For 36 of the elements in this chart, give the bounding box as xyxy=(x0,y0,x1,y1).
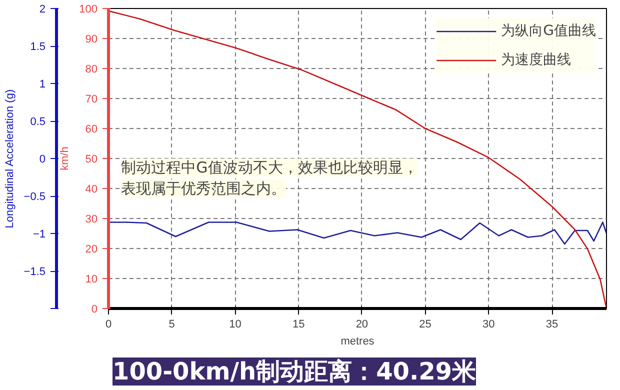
x-tick-label: 0 xyxy=(105,318,112,330)
y-tick-label: 2 xyxy=(39,4,46,16)
x-tick-label: 10 xyxy=(229,318,242,330)
y2-tick-label: 50 xyxy=(85,154,98,166)
y2-tick-label: 80 xyxy=(85,64,98,76)
legend-label: 为速度曲线 xyxy=(501,51,572,69)
x-tick-label: 30 xyxy=(482,318,495,330)
y-axis-title: Longitudinal Acceleration (g) xyxy=(4,89,16,228)
y-tick-label: 1 xyxy=(39,78,46,90)
legend-label: 为纵向G值曲线 xyxy=(501,22,596,40)
y-tick-label: 0 xyxy=(39,154,46,166)
x-axis-title: metres xyxy=(340,336,375,348)
y2-axis-title: km/h xyxy=(59,146,72,170)
y2-tick-label: 20 xyxy=(85,244,98,256)
y2-tick-label: 100 xyxy=(79,4,98,16)
y-tick-label: −0.5 xyxy=(24,191,46,203)
y2-tick-label: 70 xyxy=(85,94,98,106)
y2-tick-label: 30 xyxy=(85,214,98,226)
line-series xyxy=(108,222,606,245)
annotation: 制动过程中G值波动不大，效果也比较明显， xyxy=(121,158,418,176)
y-tick-label: 0.5 xyxy=(30,116,46,128)
text: 100-0km/h制动距离：40.29米 xyxy=(112,358,477,386)
x-tick-label: 5 xyxy=(168,318,175,330)
y2-tick-label: 40 xyxy=(85,184,98,196)
y2-tick-label: 0 xyxy=(91,304,98,316)
y-tick-label: 1.5 xyxy=(30,41,46,53)
annotation: 表现属于优秀范围之内。 xyxy=(121,180,286,198)
y2-tick-label: 10 xyxy=(85,274,98,286)
y2-tick-label: 90 xyxy=(85,34,98,46)
x-tick-label: 15 xyxy=(292,318,305,330)
y-tick-label: −1.5 xyxy=(24,266,46,278)
y2-tick-label: 60 xyxy=(85,124,98,136)
x-tick-label: 20 xyxy=(356,318,368,330)
x-tick-label: 25 xyxy=(419,318,432,330)
x-tick-label: 35 xyxy=(546,318,558,330)
y-tick-label: −1 xyxy=(32,228,46,240)
